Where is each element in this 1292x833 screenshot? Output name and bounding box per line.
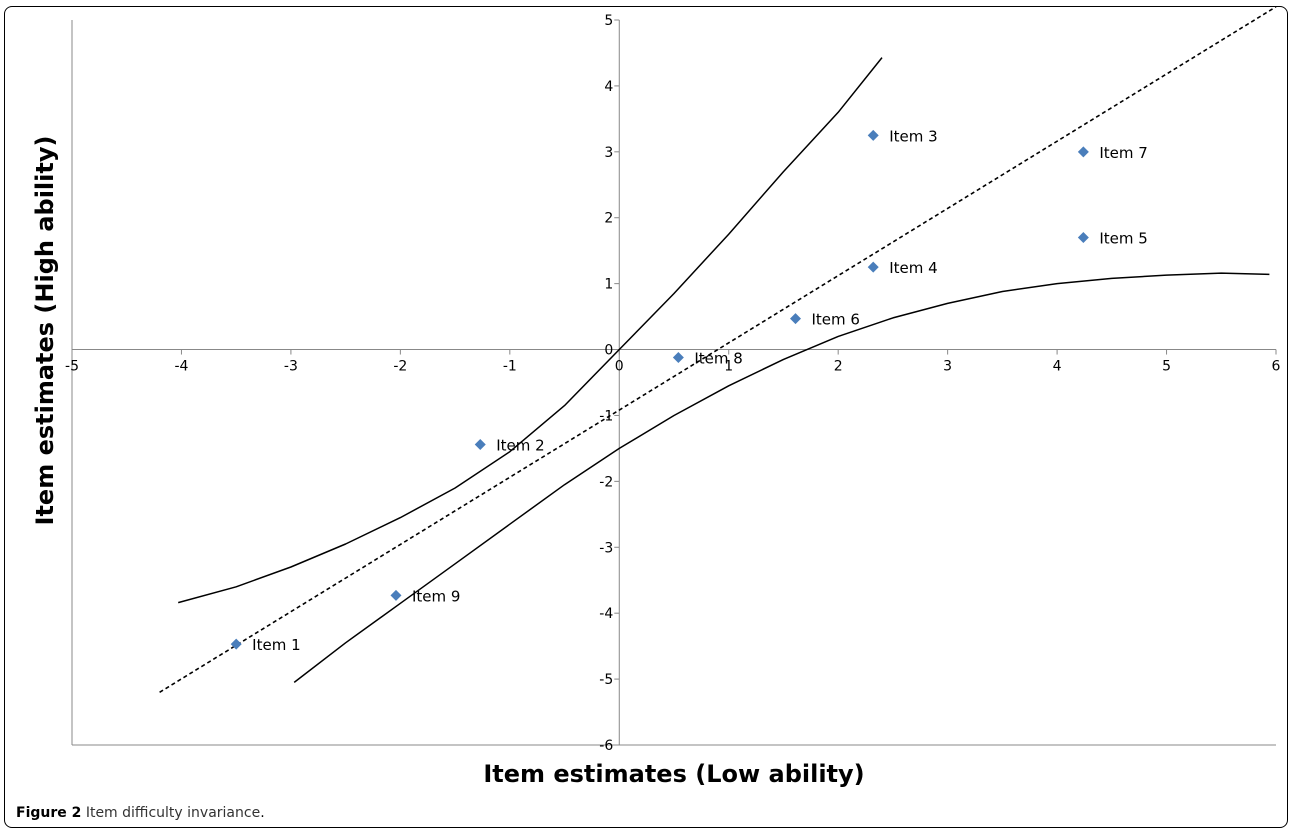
- x-tick-label: -4: [174, 359, 188, 375]
- upper-confidence-curve: [178, 57, 883, 604]
- lower-confidence-curve: [293, 272, 1270, 683]
- y-tick-label: 5: [604, 13, 613, 29]
- y-tick-label: -5: [599, 672, 613, 688]
- data-points: Item 1 Item 2 Item 3 Item 4 Item 5 Item 6 Item…: [230, 127, 1148, 654]
- data-point-label: Item 2: [496, 436, 544, 454]
- x-tick-label: 1: [724, 359, 733, 375]
- x-tick-label: -3: [284, 359, 298, 375]
- identity-line: [159, 6, 1277, 693]
- x-tick-label: 4: [1053, 359, 1062, 375]
- y-tick-label: 4: [604, 79, 613, 95]
- data-point-marker: [474, 438, 486, 450]
- x-tick-label: -2: [393, 359, 407, 375]
- y-tick-label: 2: [604, 211, 613, 227]
- caption-title: Item difficulty invariance: [85, 805, 261, 821]
- data-point-label: Item 7: [1099, 144, 1147, 162]
- data-point-label: Item 5: [1099, 230, 1147, 248]
- figure-frame: [4, 6, 1288, 828]
- data-point-marker: [672, 351, 684, 363]
- y-tick-label: 1: [604, 277, 613, 293]
- data-point-label: Item 3: [889, 127, 937, 145]
- data-point-label: Item 6: [811, 311, 859, 329]
- y-tick-label: 0: [604, 343, 613, 359]
- x-axis-title: Item estimates (Low ability): [483, 760, 864, 788]
- caption-label: Figure 2: [16, 805, 82, 821]
- data-point-label: Item 8: [694, 349, 742, 367]
- y-tick-label: -3: [599, 540, 613, 556]
- y-tick-label: -1: [599, 408, 613, 424]
- data-point-marker: [390, 589, 402, 601]
- x-tick-label: 3: [943, 359, 952, 375]
- data-point-label: Item 4: [889, 259, 937, 277]
- data-point-marker: [230, 638, 242, 650]
- data-point-marker: [1077, 146, 1089, 158]
- plot-area: [71, 20, 1276, 746]
- caption-end: .: [260, 805, 265, 821]
- y-tick-label: -6: [599, 738, 613, 754]
- x-tick-label: -1: [503, 359, 517, 375]
- data-point-marker: [867, 261, 879, 273]
- x-tick-label: 2: [834, 359, 843, 375]
- data-point-label: Item 9: [412, 587, 460, 605]
- data-point-marker: [789, 313, 801, 325]
- tick-labels: -5 -4 -3 -2 -1 0 1 2 3 4 5 6 -6 -5 -4 -3 -2 -1 0 1 2 3 4 5: [65, 13, 1281, 754]
- figure-caption: Figure 2 Item difficulty invariance.: [16, 805, 265, 821]
- axes: [71, 19, 1277, 746]
- data-point-label: Item 1: [252, 636, 300, 654]
- scatter-chart: -5 -4 -3 -2 -1 0 1 2 3 4 5 6 -6 -5 -4 -3 -2 -1 0 1 2 3 4 5 Item…: [31, 6, 1281, 788]
- y-tick-label: 3: [604, 145, 613, 161]
- y-tick-label: -4: [599, 606, 613, 622]
- y-tick-label: -2: [599, 474, 613, 490]
- y-axis-title: Item estimates (High ability): [31, 136, 59, 526]
- data-point-marker: [867, 129, 879, 141]
- x-tick-label: 5: [1162, 359, 1171, 375]
- x-tick-label: -5: [65, 359, 79, 375]
- x-tick-label: 6: [1272, 359, 1281, 375]
- x-tick-label: 0: [615, 359, 624, 375]
- data-point-marker: [1077, 232, 1089, 243]
- curves: [159, 6, 1277, 693]
